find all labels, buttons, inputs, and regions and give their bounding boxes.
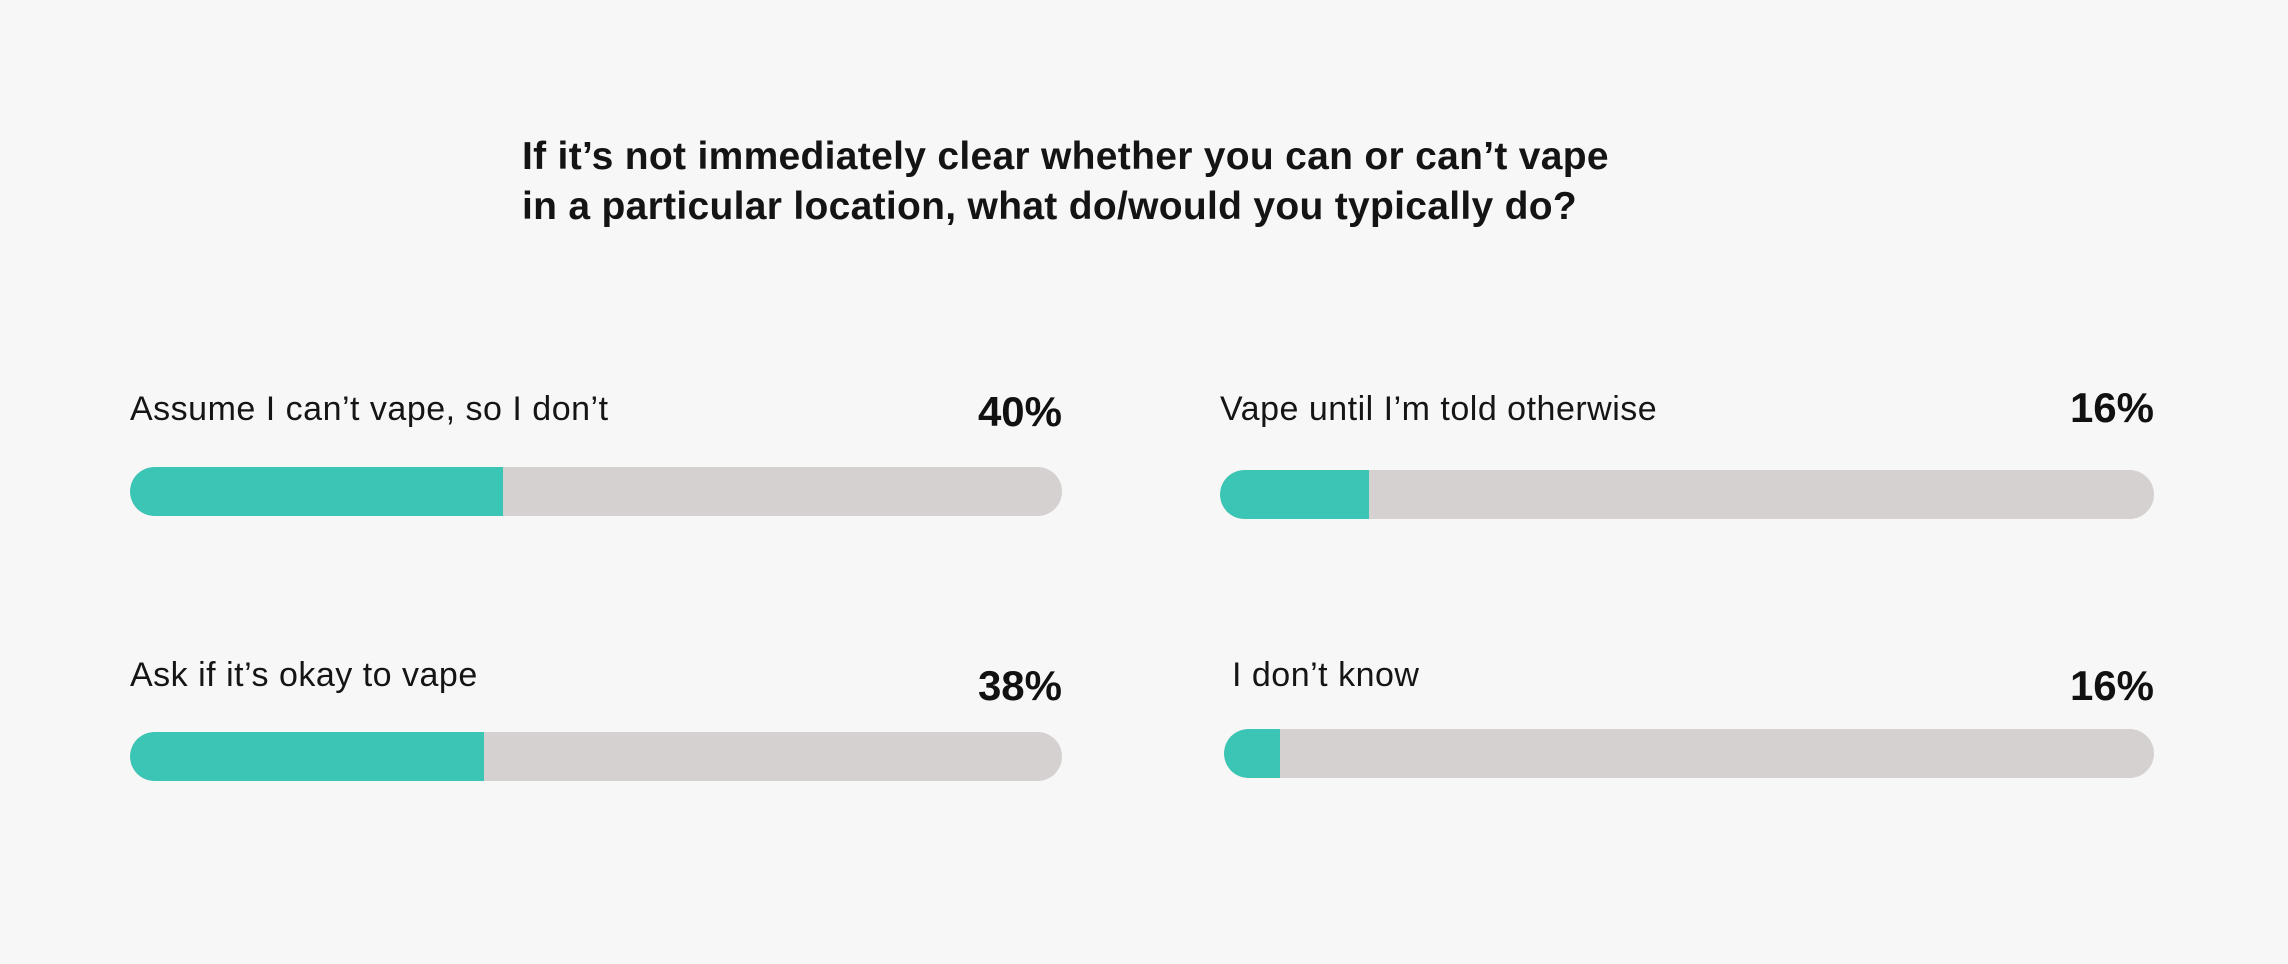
bar-label: I don’t know — [1232, 656, 1420, 694]
chart-title-line-2: in a particular location, what do/would … — [522, 185, 1578, 228]
bar-value-label: 38% — [977, 662, 1062, 709]
chart-title-line-1: If it’s not immediately clear whether yo… — [522, 135, 1609, 178]
bar-track — [1224, 729, 2154, 778]
bar-value-label: 40% — [977, 388, 1062, 435]
bar-item-dont-know: I don’t know 16% — [1224, 654, 2154, 794]
bar-label: Vape until I’m told otherwise — [1220, 390, 1658, 428]
bar-fill — [130, 467, 503, 516]
bar-track — [130, 467, 1062, 516]
bar-fill — [130, 732, 485, 781]
bar-item-ask-if-okay: Ask if it’s okay to vape 38% — [130, 654, 1062, 794]
bar-value-label: 16% — [2069, 662, 2154, 709]
bar-item-vape-until-told: Vape until I’m told otherwise 16% — [1220, 384, 2154, 528]
bar-fill — [1224, 729, 1280, 778]
bar-item-assume-cant-vape: Assume I can’t vape, so I don’t 40% — [130, 388, 1062, 528]
bar-fill — [1220, 470, 1370, 519]
bar-track — [130, 732, 1062, 781]
chart-title: If it’s not immediately clear whether yo… — [522, 132, 1822, 232]
bar-value-label: 16% — [2069, 384, 2154, 431]
bar-label: Ask if it’s okay to vape — [130, 656, 478, 694]
bar-label: Assume I can’t vape, so I don’t — [130, 390, 609, 428]
bar-track — [1220, 470, 2154, 519]
